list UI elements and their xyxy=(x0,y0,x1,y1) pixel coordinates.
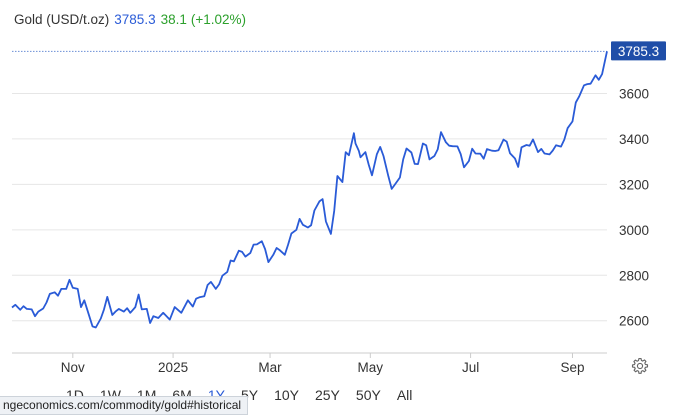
x-tick-label: Nov xyxy=(61,360,85,375)
range-button-50y[interactable]: 50Y xyxy=(355,387,381,403)
y-tick-label: 2800 xyxy=(619,268,649,283)
last-price-box xyxy=(611,41,666,61)
range-button-all[interactable]: All xyxy=(396,387,413,403)
price-change: 38.1 xyxy=(160,12,187,27)
series-line-gold[interactable] xyxy=(11,51,608,329)
y-tick-label: 3000 xyxy=(619,223,649,238)
y-tick-label: 2600 xyxy=(619,314,649,329)
y-tick-label: 3400 xyxy=(619,132,649,147)
instrument-name: Gold (USD/t.oz) xyxy=(14,12,110,27)
x-tick-label: May xyxy=(358,360,384,375)
range-button-25y[interactable]: 25Y xyxy=(314,387,340,403)
chart-header: Gold (USD/t.oz) 3785.3 38.1 (+1.02%) xyxy=(14,12,246,27)
price-chart[interactable]: 2600 2800 3000 3200 3400 3600 Nov 2025 Mar May Jul… xyxy=(0,0,675,380)
x-tick-label: 2025 xyxy=(158,360,188,375)
y-tick-label: 3600 xyxy=(619,86,649,101)
x-tick-label: Mar xyxy=(258,360,282,375)
current-price: 3785.3 xyxy=(114,12,156,27)
status-url-tooltip: ngeconomics.com/commodity/gold#historica… xyxy=(0,396,249,415)
price-change-percent: (+1.02%) xyxy=(190,12,247,27)
x-tick-label: Sep xyxy=(560,360,584,375)
last-price-label: 3785.3 xyxy=(618,44,659,59)
range-button-10y[interactable]: 10Y xyxy=(274,387,299,403)
gear-icon[interactable] xyxy=(631,357,649,375)
x-tick-label: Jul xyxy=(462,360,479,375)
y-tick-label: 3200 xyxy=(619,177,649,192)
